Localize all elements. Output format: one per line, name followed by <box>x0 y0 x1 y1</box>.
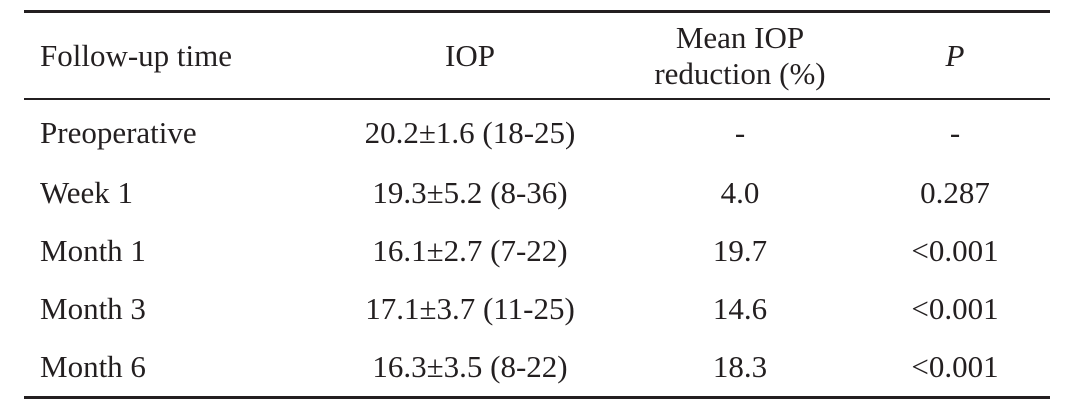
cell-p-value: <0.001 <box>911 233 999 269</box>
cell-reduction: - <box>734 115 746 151</box>
cell-p-value: 0.287 <box>920 175 990 211</box>
cell-time: Month 3 <box>40 291 146 327</box>
cell-time: Month 1 <box>40 233 146 269</box>
cell-p-value: - <box>949 115 961 151</box>
header-row: Follow-up time IOP Mean IOP reduction (%… <box>24 11 1050 100</box>
cell-time: Preoperative <box>40 115 197 151</box>
table-header: Follow-up time IOP Mean IOP reduction (%… <box>24 11 1050 100</box>
cell-iop: 16.1±2.7 (7-22) <box>372 233 568 269</box>
table-row: Month 3 17.1±3.7 (11-25) 14.6 <0.001 <box>24 280 1050 338</box>
header-reduction-line1: Mean IOP <box>675 19 805 55</box>
header-follow-up-time: Follow-up time <box>40 37 233 73</box>
table-row: Preoperative 20.2±1.6 (18-25) - - <box>24 99 1050 164</box>
cell-time: Month 6 <box>40 349 146 385</box>
iop-table-container: Follow-up time IOP Mean IOP reduction (%… <box>24 10 1050 399</box>
table-body: Preoperative 20.2±1.6 (18-25) - - Week 1… <box>24 99 1050 398</box>
header-p-value: P <box>945 37 965 73</box>
cell-reduction: 4.0 <box>720 175 760 211</box>
table-row: Month 1 16.1±2.7 (7-22) 19.7 <0.001 <box>24 222 1050 280</box>
header-mean-iop-reduction: Mean IOP reduction (%) <box>620 12 860 100</box>
table-row: Month 6 16.3±3.5 (8-22) 18.3 <0.001 <box>24 338 1050 398</box>
cell-time: Week 1 <box>40 175 134 211</box>
iop-table: Follow-up time IOP Mean IOP reduction (%… <box>24 10 1050 399</box>
cell-p-value: <0.001 <box>911 349 999 385</box>
cell-reduction: 14.6 <box>712 291 768 327</box>
cell-iop: 16.3±3.5 (8-22) <box>372 349 568 385</box>
cell-p-value: <0.001 <box>911 291 999 327</box>
table-row: Week 1 19.3±5.2 (8-36) 4.0 0.287 <box>24 164 1050 222</box>
header-iop: IOP <box>445 37 495 73</box>
cell-iop: 17.1±3.7 (11-25) <box>365 291 575 327</box>
cell-reduction: 19.7 <box>712 233 768 269</box>
cell-reduction: 18.3 <box>712 349 768 385</box>
header-reduction-line2: reduction (%) <box>654 55 826 91</box>
cell-iop: 19.3±5.2 (8-36) <box>372 175 568 211</box>
cell-iop: 20.2±1.6 (18-25) <box>364 115 576 151</box>
